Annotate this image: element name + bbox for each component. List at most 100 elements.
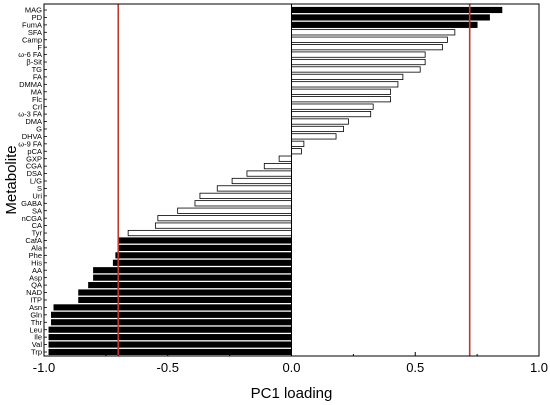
x-tick-label: 1.0 bbox=[530, 360, 548, 375]
y-tick-label: SFA bbox=[28, 28, 42, 37]
bar-DHVA bbox=[291, 133, 337, 140]
x-axis-title: PC1 loading bbox=[251, 385, 333, 402]
bar-β-Sit bbox=[291, 58, 426, 66]
y-tick-label: CGA bbox=[26, 162, 42, 171]
x-tick-label: 0.5 bbox=[406, 360, 424, 375]
bar-pCA bbox=[291, 148, 302, 155]
bar-CafA bbox=[117, 237, 292, 244]
y-tick-label: ω-3 FA bbox=[18, 110, 42, 119]
y-tick-label: F bbox=[37, 43, 42, 52]
y-axis-title: Metabolite bbox=[3, 145, 20, 214]
bar-DMA bbox=[291, 118, 349, 125]
y-tick-label: AA bbox=[32, 266, 42, 275]
bar-NAD bbox=[78, 289, 292, 296]
bar-Ala bbox=[117, 244, 292, 251]
bar-Trp bbox=[48, 348, 292, 356]
y-tick-label: Val bbox=[32, 340, 43, 349]
threshold-lines-group bbox=[117, 4, 471, 356]
bar-Uri bbox=[199, 192, 292, 199]
y-tick-label: CafA bbox=[25, 236, 42, 245]
y-tick-label: Camp bbox=[22, 35, 42, 44]
y-tick-label: pCA bbox=[27, 147, 42, 156]
y-tick-label: Crl bbox=[32, 102, 42, 111]
bar-Tyr bbox=[127, 229, 292, 237]
bar-CGA bbox=[263, 163, 292, 170]
y-tick-label: FumA bbox=[22, 20, 42, 29]
bar-MA bbox=[291, 88, 391, 95]
bar-Camp bbox=[291, 36, 448, 43]
y-tick-label: SA bbox=[32, 206, 42, 215]
y-tick-label: GXP bbox=[26, 154, 42, 163]
y-tick-label: Uri bbox=[32, 191, 42, 200]
bar-Crl bbox=[291, 103, 374, 110]
bar-Phe bbox=[115, 252, 292, 259]
x-tick-label: -1.0 bbox=[33, 360, 55, 375]
bar-F bbox=[291, 44, 443, 51]
bar-GXP bbox=[278, 155, 292, 162]
bar-CA bbox=[154, 222, 292, 229]
y-tick-label: ω-9 FA bbox=[18, 139, 42, 148]
bar-GABA bbox=[194, 200, 292, 207]
bar-ω-9 FA bbox=[291, 140, 305, 147]
bar-Asn bbox=[53, 304, 292, 311]
bar-TG bbox=[291, 66, 421, 73]
bars-group bbox=[48, 6, 503, 356]
bar-DSA bbox=[246, 170, 292, 177]
y-tick-label: MA bbox=[31, 87, 42, 96]
x-tick-label: 0.0 bbox=[282, 360, 300, 375]
bar-Ile bbox=[48, 334, 292, 341]
y-tick-label: L/G bbox=[30, 177, 42, 186]
y-tick-label: Asp bbox=[29, 273, 42, 282]
y-tick-label: His bbox=[31, 258, 42, 267]
bar-ω-3 FA bbox=[291, 111, 372, 118]
bar-AA bbox=[93, 267, 292, 274]
y-tick-label: DMMA bbox=[19, 80, 42, 89]
y-tick-label: DSA bbox=[27, 169, 42, 178]
y-tick-label: Flc bbox=[32, 95, 42, 104]
y-tick-label: PD bbox=[32, 13, 43, 22]
bar-Val bbox=[48, 341, 292, 348]
y-tick-label: Asn bbox=[29, 303, 42, 312]
bar-FumA bbox=[291, 21, 478, 28]
y-tick-label: G bbox=[36, 125, 42, 134]
y-tick-label: QA bbox=[31, 281, 42, 290]
y-tick-label: Tyr bbox=[32, 229, 43, 238]
bar-Asp bbox=[93, 274, 292, 281]
bar-S bbox=[216, 185, 292, 192]
bar-Flc bbox=[291, 96, 391, 103]
bar-Gln bbox=[51, 311, 292, 318]
bar-nCGA bbox=[157, 215, 292, 222]
y-tick-label: Thr bbox=[31, 318, 43, 327]
y-tick-label: GABA bbox=[21, 199, 42, 208]
y-tick-label: Leu bbox=[29, 325, 42, 334]
y-tick-label: Phe bbox=[29, 251, 42, 260]
bar-Thr bbox=[51, 319, 292, 326]
y-tick-label: TG bbox=[32, 65, 43, 74]
y-tick-label: Trp bbox=[31, 348, 42, 357]
bar-SFA bbox=[291, 29, 456, 36]
bar-His bbox=[112, 259, 292, 266]
bar-Leu bbox=[48, 326, 292, 333]
bar-L/G bbox=[231, 177, 292, 185]
y-tick-label: Ile bbox=[34, 333, 42, 342]
bar-SA bbox=[177, 207, 292, 214]
y-tick-label: FA bbox=[33, 73, 42, 82]
bar-FA bbox=[291, 73, 404, 80]
bar-PD bbox=[291, 14, 490, 21]
x-ticks-group: -1.0 -0.5 0.0 0.5 1.0 bbox=[33, 352, 548, 375]
y-tick-label: NAD bbox=[26, 288, 42, 297]
y-tick-label: ω-6 FA bbox=[18, 50, 42, 59]
bar-ITP bbox=[78, 296, 292, 304]
bar-DMMA bbox=[291, 81, 399, 88]
y-tick-label: Ala bbox=[31, 244, 43, 253]
y-tick-label: S bbox=[37, 184, 42, 193]
x-tick-label: -0.5 bbox=[157, 360, 179, 375]
y-tick-label: MAG bbox=[25, 6, 42, 15]
bar-ω-6 FA bbox=[291, 51, 426, 58]
y-tick-label: β-Sit bbox=[26, 58, 42, 67]
y-tick-label: nCGA bbox=[22, 214, 42, 223]
y-tick-label: DMA bbox=[25, 117, 42, 126]
bar-G bbox=[291, 125, 344, 133]
